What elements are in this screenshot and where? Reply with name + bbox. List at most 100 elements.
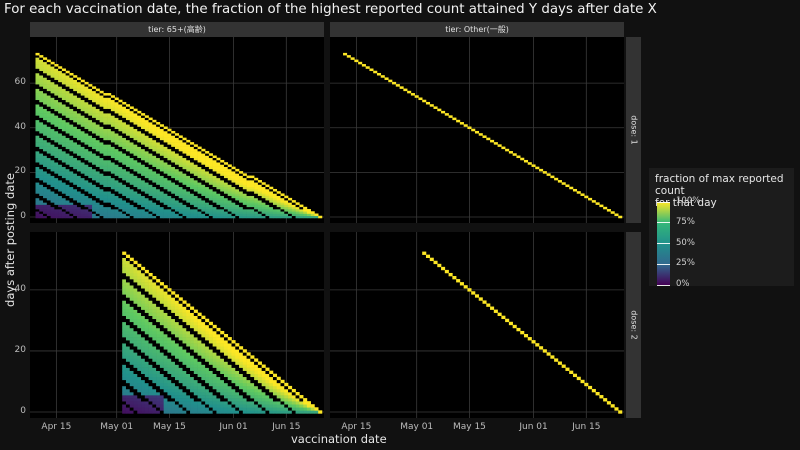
heatmap-cell [92, 193, 97, 196]
heatmap-cell [257, 182, 262, 185]
heatmap-cell [265, 211, 270, 214]
heatmap-cell [220, 330, 225, 335]
heatmap-cell [159, 142, 164, 145]
heatmap-cell [272, 202, 278, 205]
heatmap-cell [223, 340, 229, 344]
heatmap-cell [73, 204, 78, 208]
heatmap-cell [84, 171, 89, 174]
heatmap-cell [174, 303, 180, 307]
heatmap-cell [193, 148, 198, 152]
heatmap-cell [84, 144, 89, 147]
heatmap-cell [239, 407, 244, 411]
heatmap-cell [276, 398, 281, 402]
heatmap-cell [46, 97, 51, 101]
heatmap-cell [471, 291, 476, 295]
heatmap-cell [84, 209, 89, 212]
heatmap-cell [156, 364, 161, 368]
heatmap-cell [182, 195, 187, 199]
heatmap-cell [133, 155, 138, 159]
heatmap-cell [291, 213, 296, 217]
heatmap-cell [257, 191, 262, 194]
heatmap-cell [148, 186, 153, 190]
heatmap-cell [133, 188, 138, 192]
heatmap-cell [197, 164, 202, 167]
heatmap-cell [250, 392, 255, 396]
heatmap-cell [103, 108, 108, 112]
heatmap-cell [84, 173, 89, 176]
heatmap-cell [201, 318, 206, 323]
heatmap-cell [227, 173, 232, 176]
heatmap-cell [242, 173, 247, 176]
heatmap-cell [125, 153, 131, 156]
heatmap-cell [80, 197, 85, 201]
heatmap-cell [212, 376, 217, 381]
heatmap-cell [65, 97, 70, 101]
heatmap-cell [95, 188, 100, 192]
heatmap-cell [156, 184, 161, 188]
heatmap-cell [43, 97, 48, 101]
heatmap-cell [144, 282, 149, 286]
heatmap-cell [80, 97, 85, 101]
heatmap-cell [61, 75, 66, 78]
heatmap-cell [99, 113, 104, 116]
heatmap-cell [43, 95, 48, 98]
heatmap-cell [61, 135, 66, 138]
heatmap-cell [129, 193, 134, 196]
heatmap-cell [242, 195, 247, 199]
heatmap-cell [163, 177, 168, 181]
heatmap-cell [88, 86, 93, 89]
heatmap-cell [39, 195, 44, 199]
heatmap-cell [137, 318, 142, 323]
heatmap-cell [61, 200, 66, 203]
heatmap-cell [54, 68, 59, 72]
heatmap-cell [118, 99, 123, 103]
heatmap-cell [190, 186, 195, 190]
heatmap-cell [73, 175, 78, 179]
heatmap-cell [133, 276, 138, 280]
heatmap-cell [88, 110, 93, 114]
heatmap-cell [129, 177, 134, 181]
heatmap-cell [235, 382, 240, 387]
heatmap-cell [291, 200, 296, 203]
heatmap-cell [242, 367, 247, 371]
heatmap-cell [125, 146, 131, 150]
heatmap-cell [122, 266, 127, 271]
heatmap-cell [212, 330, 217, 335]
heatmap-cell [239, 404, 244, 408]
heatmap-cell [69, 126, 74, 130]
heatmap-cell [246, 370, 251, 374]
heatmap-cell [156, 346, 161, 350]
heatmap-cell [306, 211, 311, 214]
heatmap-cell [122, 173, 127, 176]
heatmap-cell [250, 410, 255, 414]
heatmap-cell [73, 180, 78, 183]
heatmap-cell [141, 392, 146, 396]
heatmap-cell [148, 327, 153, 332]
heatmap-cell [171, 193, 176, 196]
heatmap-cell [190, 202, 195, 205]
heatmap-cell [148, 184, 153, 188]
heatmap-cell [171, 291, 176, 295]
heatmap-cell [118, 159, 123, 163]
heatmap-cell [50, 75, 55, 78]
heatmap-cell [50, 81, 55, 85]
heatmap-cell [43, 108, 48, 112]
heatmap-cell [43, 133, 48, 136]
heatmap-cell [43, 122, 48, 125]
heatmap-cell [174, 340, 180, 344]
heatmap-cell [58, 202, 63, 205]
heatmap-cell [448, 272, 453, 277]
heatmap-cell [186, 373, 191, 378]
heatmap-cell [265, 370, 270, 374]
heatmap-cell [129, 113, 134, 116]
heatmap-cell [122, 144, 127, 147]
heatmap-cell [257, 376, 262, 381]
heatmap-cell [58, 173, 63, 176]
heatmap-cell [73, 159, 78, 163]
heatmap-cell [250, 382, 255, 387]
heatmap-cell [50, 215, 55, 219]
heatmap-cell [156, 410, 161, 414]
heatmap-cell [76, 128, 82, 132]
heatmap-cell [122, 379, 127, 384]
heatmap-cell [84, 106, 89, 109]
